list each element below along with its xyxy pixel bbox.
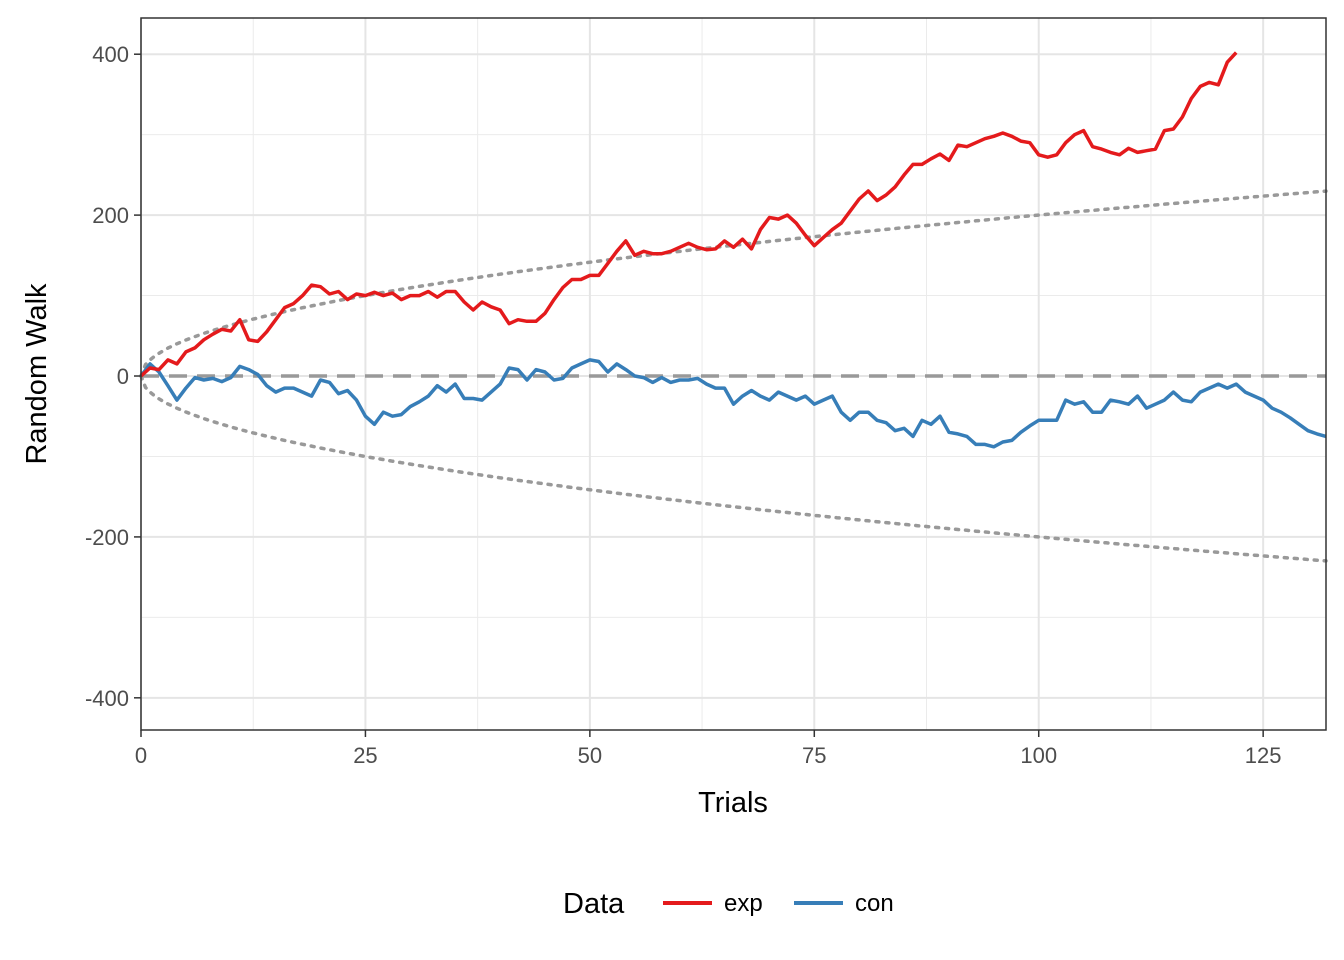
series-line-exp — [139, 51, 1238, 378]
panel-border — [140, 17, 1327, 731]
y-tick-label: 0 — [117, 364, 129, 389]
axis-ticks — [134, 53, 1264, 737]
x-tick-label: 125 — [1245, 743, 1282, 768]
x-tick-label: 25 — [353, 743, 377, 768]
y-axis-title: Random Walk — [21, 283, 53, 465]
tick-labels: 0 25 50 75 100 125 -400 -200 0 200 400 — [85, 42, 1282, 768]
y-tick-label: 400 — [92, 42, 129, 67]
x-tick-label: 75 — [802, 743, 826, 768]
lower-bound-dotted-line — [139, 374, 1328, 563]
y-tick-label: 200 — [92, 203, 129, 228]
y-tick-label: -200 — [85, 525, 129, 550]
x-tick-label: 50 — [578, 743, 602, 768]
series-layer — [139, 51, 1327, 449]
reference-lines — [139, 189, 1328, 563]
upper-bound-dotted-line — [139, 189, 1328, 378]
y-tick-label: -400 — [85, 686, 129, 711]
legend: Data exp con — [563, 888, 894, 920]
x-axis-title: Trials — [698, 787, 768, 819]
minor-gridlines — [141, 18, 1326, 730]
series-line-con — [139, 358, 1327, 449]
x-tick-label: 0 — [135, 743, 147, 768]
x-tick-label: 100 — [1020, 743, 1057, 768]
legend-label-con: con — [855, 890, 894, 917]
legend-label-exp: exp — [724, 890, 763, 917]
legend-title: Data — [563, 888, 625, 920]
